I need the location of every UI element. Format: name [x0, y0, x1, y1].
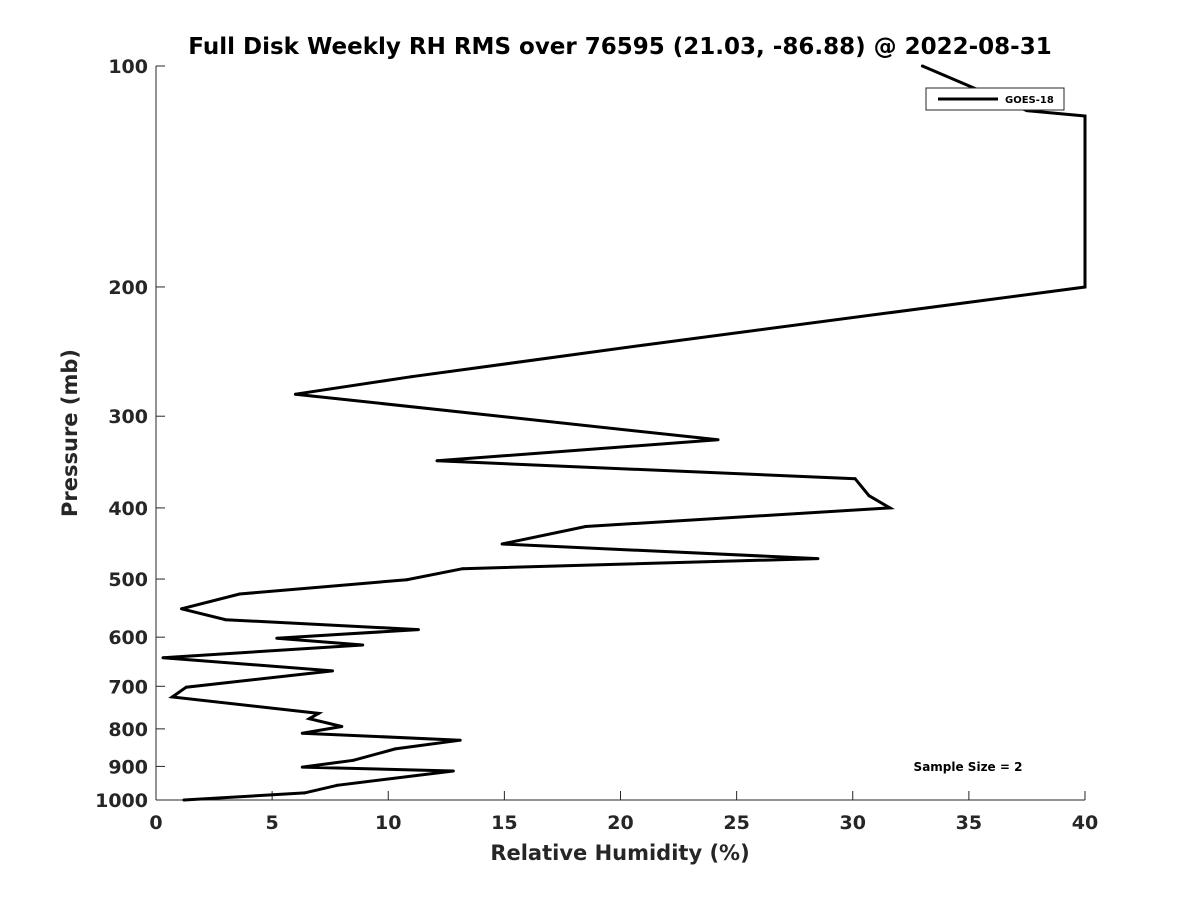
- data-point: [184, 685, 188, 689]
- x-tick-label: 5: [266, 812, 279, 834]
- data-point: [317, 711, 321, 715]
- data-point: [340, 725, 344, 728]
- y-tick-label: 800: [108, 719, 148, 741]
- y-tick-label: 200: [108, 277, 148, 299]
- y-tick-label: 700: [108, 676, 148, 698]
- plot-area: 0 5 10 15 20 25 30 35 40 100 200 300 400 500 600 700 80…: [95, 56, 1098, 834]
- x-tick-label: 20: [607, 812, 633, 834]
- y-axis-label: Pressure (mb): [58, 349, 82, 517]
- data-point: [1083, 285, 1087, 289]
- x-tick-label: 10: [375, 812, 401, 834]
- y-tick-label: 600: [108, 627, 148, 649]
- x-tick-label: 40: [1072, 812, 1098, 834]
- x-tick-label: 25: [723, 812, 749, 834]
- data-point: [816, 557, 820, 561]
- data-point: [416, 628, 420, 632]
- data-point: [161, 656, 165, 660]
- data-point: [300, 765, 304, 769]
- data-point: [458, 738, 462, 742]
- data-point: [335, 783, 339, 787]
- y-tick-label: 100: [108, 56, 148, 78]
- data-point: [1083, 114, 1087, 118]
- y-axis-ticks: 100 200 300 400 500 600 700 800 900 1000: [95, 56, 165, 812]
- data-point: [920, 64, 924, 68]
- data-point: [180, 607, 183, 611]
- data-point: [182, 798, 186, 802]
- series-line-goes-18: [162, 64, 1087, 802]
- x-axis-ticks: 0 5 10 15 20 25 30 35 40: [149, 791, 1098, 834]
- x-tick-label: 15: [491, 812, 517, 834]
- data-point: [303, 791, 307, 795]
- y-tick-label: 500: [108, 569, 148, 591]
- data-point: [716, 438, 720, 442]
- legend-entry-goes-18: GOES-18: [1005, 95, 1054, 106]
- y-tick-label: 900: [108, 756, 148, 778]
- data-point: [853, 477, 857, 481]
- data-point: [888, 506, 892, 510]
- data-point: [435, 459, 439, 463]
- data-point: [393, 747, 397, 751]
- data-point: [461, 567, 465, 571]
- data-point: [331, 669, 334, 673]
- series-points: [161, 64, 1087, 802]
- y-tick-label: 1000: [95, 790, 148, 812]
- data-point: [224, 618, 228, 622]
- data-point: [410, 375, 413, 379]
- data-point: [867, 494, 871, 498]
- data-point: [275, 636, 279, 640]
- chart-title: Full Disk Weekly RH RMS over 76595 (21.0…: [188, 34, 1051, 60]
- data-point: [238, 592, 242, 596]
- y-tick-label: 400: [108, 498, 148, 520]
- data-point: [307, 717, 311, 721]
- data-point: [405, 578, 409, 582]
- data-point: [351, 758, 355, 762]
- y-tick-label: 300: [108, 406, 148, 428]
- data-point: [642, 343, 646, 347]
- data-point: [584, 525, 588, 528]
- data-point: [293, 392, 297, 396]
- legend: GOES-18: [925, 87, 1065, 111]
- x-tick-label: 30: [840, 812, 866, 834]
- x-axis-label: Relative Humidity (%): [490, 841, 749, 865]
- data-point: [500, 542, 504, 546]
- x-tick-label: 0: [149, 812, 162, 834]
- data-point: [170, 695, 174, 699]
- data-point: [361, 643, 365, 647]
- data-point: [300, 731, 304, 735]
- sample-size-annotation: Sample Size = 2: [914, 760, 1023, 774]
- x-tick-label: 35: [956, 812, 982, 834]
- data-point: [451, 769, 455, 773]
